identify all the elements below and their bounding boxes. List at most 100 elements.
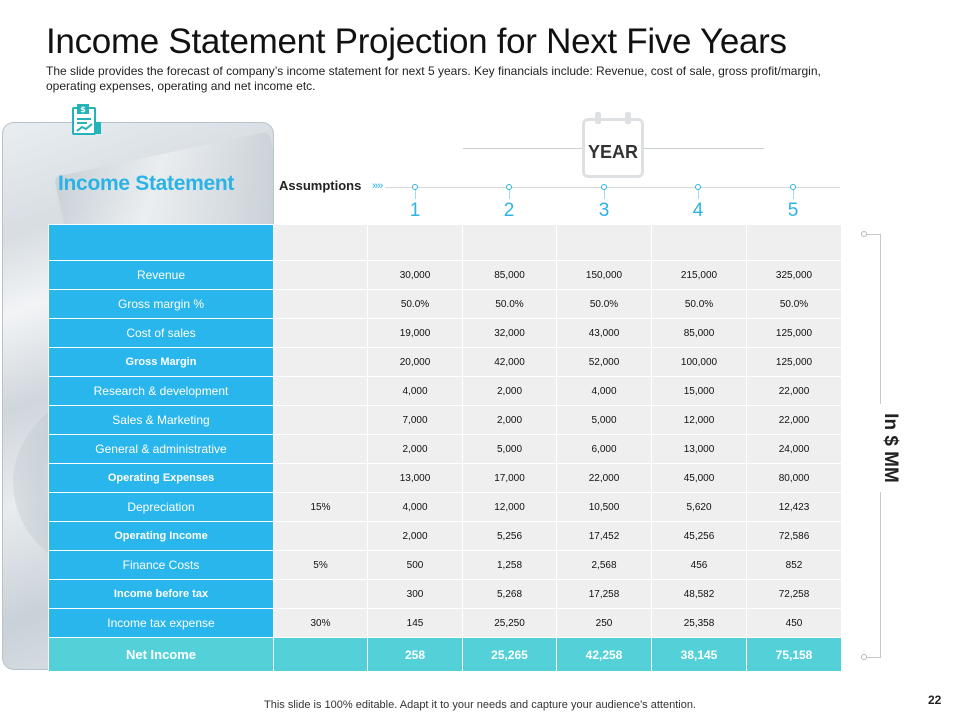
assumption-cell bbox=[273, 260, 368, 290]
value-cell-year-1: 30,000 bbox=[367, 260, 463, 290]
year-marker-dot bbox=[412, 184, 418, 190]
value-cell-year-1: 50.0% bbox=[367, 289, 463, 319]
value-cell-year-4: 85,000 bbox=[651, 318, 747, 348]
year-number-5: 5 bbox=[787, 200, 799, 221]
value-cell-year-4: 45,256 bbox=[651, 521, 747, 551]
year-label: YEAR bbox=[587, 142, 638, 162]
value-cell-year-4: 13,000 bbox=[651, 434, 747, 464]
page-number: 22 bbox=[928, 693, 942, 707]
value-cell-year-3: 2,568 bbox=[556, 550, 652, 580]
table-row: Cost of sales 19,000 32,000 43,000 85,000 125… bbox=[48, 318, 842, 348]
value-cell-year-2: 5,268 bbox=[462, 579, 557, 609]
value-cell-year-2: 42,000 bbox=[462, 347, 557, 377]
table-row: General & administrative 2,000 5,000 6,000 1… bbox=[48, 434, 842, 464]
value-cell-year-5: 325,000 bbox=[746, 260, 842, 290]
value-cell-year-3: 250 bbox=[556, 608, 652, 638]
table-row: Sales & Marketing 7,000 2,000 5,000 12,000 22… bbox=[48, 405, 842, 435]
chevrons-icon: »» bbox=[372, 180, 383, 192]
value-cell-year-3: 22,000 bbox=[556, 463, 652, 493]
value-cell-year-2: 25,265 bbox=[462, 637, 557, 672]
value-cell-year-5: 72,258 bbox=[746, 579, 842, 609]
value-cell-year-1: 500 bbox=[367, 550, 463, 580]
value-cell-year-4: 456 bbox=[651, 550, 747, 580]
value-cell-year-4: 48,582 bbox=[651, 579, 747, 609]
unit-bracket bbox=[861, 231, 898, 660]
assumption-cell: 15% bbox=[273, 492, 368, 522]
value-cell-year-2: 5,256 bbox=[462, 521, 557, 551]
assumption-cell bbox=[273, 289, 368, 319]
value-cell-year-1: 258 bbox=[367, 637, 463, 672]
income-statement-table: Revenue 30,000 85,000 150,000 215,000 325,000… bbox=[48, 224, 842, 672]
value-cell-year-5: 22,000 bbox=[746, 405, 842, 435]
year-number-3: 3 bbox=[598, 200, 610, 221]
slide-title: Income Statement Projection for Next Fiv… bbox=[46, 22, 787, 61]
table-row: Depreciation 15% 4,000 12,000 10,500 5,620 12,… bbox=[48, 492, 842, 522]
value-cell-year-1: 145 bbox=[367, 608, 463, 638]
value-cell-year-2: 12,000 bbox=[462, 492, 557, 522]
assumption-cell bbox=[273, 434, 368, 464]
value-cell-year-4: 215,000 bbox=[651, 260, 747, 290]
calendar-icon bbox=[582, 112, 644, 178]
table-row: Operating Income 2,000 5,256 17,452 45,256 72… bbox=[48, 521, 842, 551]
table-row: Finance Costs 5% 500 1,258 2,568 456 852 bbox=[48, 550, 842, 580]
value-cell-year-3: 42,258 bbox=[556, 637, 652, 672]
value-cell-year-5: 75,158 bbox=[746, 637, 842, 672]
value-cell-year-4: 5,620 bbox=[651, 492, 747, 522]
value-cell-year-2: 1,258 bbox=[462, 550, 557, 580]
value-cell-year-1: 7,000 bbox=[367, 405, 463, 435]
value-cell-year-1: 4,000 bbox=[367, 376, 463, 406]
row-label: Net Income bbox=[48, 637, 274, 672]
table-row: Income tax expense 30% 145 25,250 250 25,358 4… bbox=[48, 608, 842, 638]
value-cell-year-5: 450 bbox=[746, 608, 842, 638]
value-cell-year-1: 2,000 bbox=[367, 521, 463, 551]
row-label: Operating Income bbox=[48, 521, 274, 551]
table-row: Income before tax 300 5,268 17,258 48,582 72,… bbox=[48, 579, 842, 609]
table-row: Operating Expenses 13,000 17,000 22,000 45,0… bbox=[48, 463, 842, 493]
value-cell-year-4: 38,145 bbox=[651, 637, 747, 672]
year-marker-dot bbox=[601, 184, 607, 190]
row-label: Revenue bbox=[48, 260, 274, 290]
row-label: Research & development bbox=[48, 376, 274, 406]
value-cell-year-5: 125,000 bbox=[746, 318, 842, 348]
value-cell-year-2: 5,000 bbox=[462, 434, 557, 464]
value-cell-year-1: 4,000 bbox=[367, 492, 463, 522]
value-cell-year-5: 125,000 bbox=[746, 347, 842, 377]
value-cell-year-2: 2,000 bbox=[462, 376, 557, 406]
value-cell-year-4: 45,000 bbox=[651, 463, 747, 493]
value-cell-year-5: 12,423 bbox=[746, 492, 842, 522]
income-statement-heading: Income Statement bbox=[58, 172, 235, 195]
assumptions-heading: Assumptions bbox=[279, 178, 362, 193]
slide-subtitle: The slide provides the forecast of compa… bbox=[46, 64, 821, 93]
value-cell-year-2: 2,000 bbox=[462, 405, 557, 435]
row-label: Gross margin % bbox=[48, 289, 274, 319]
assumption-cell bbox=[273, 579, 368, 609]
unit-label: In $ MM bbox=[880, 413, 902, 483]
year-number-4: 4 bbox=[692, 200, 704, 221]
assumption-cell bbox=[273, 376, 368, 406]
value-cell-year-3: 43,000 bbox=[556, 318, 652, 348]
value-cell-year-3: 17,452 bbox=[556, 521, 652, 551]
table-row: Revenue 30,000 85,000 150,000 215,000 325,000 bbox=[48, 260, 842, 290]
value-cell-year-3: 5,000 bbox=[556, 405, 652, 435]
assumption-cell: 30% bbox=[273, 608, 368, 638]
value-cell-year-3: 4,000 bbox=[556, 376, 652, 406]
value-cell-year-1: 13,000 bbox=[367, 463, 463, 493]
value-cell-year-1: 19,000 bbox=[367, 318, 463, 348]
assumption-cell bbox=[273, 318, 368, 348]
year-axis bbox=[385, 187, 840, 188]
table-row: Gross margin % 50.0% 50.0% 50.0% 50.0% 50.0% bbox=[48, 289, 842, 319]
assumption-cell bbox=[273, 521, 368, 551]
value-cell-year-4: 15,000 bbox=[651, 376, 747, 406]
value-cell-year-5: 852 bbox=[746, 550, 842, 580]
table-body: Revenue 30,000 85,000 150,000 215,000 325,000… bbox=[48, 224, 842, 672]
value-cell-year-3: 50.0% bbox=[556, 289, 652, 319]
value-cell-year-1: 2,000 bbox=[367, 434, 463, 464]
row-label: Sales & Marketing bbox=[48, 405, 274, 435]
row-label: Finance Costs bbox=[48, 550, 274, 580]
value-cell-year-2: 85,000 bbox=[462, 260, 557, 290]
year-marker-dot bbox=[695, 184, 701, 190]
assumption-cell bbox=[273, 347, 368, 377]
assumption-cell bbox=[273, 637, 368, 672]
row-label: Income tax expense bbox=[48, 608, 274, 638]
value-cell-year-4: 25,358 bbox=[651, 608, 747, 638]
